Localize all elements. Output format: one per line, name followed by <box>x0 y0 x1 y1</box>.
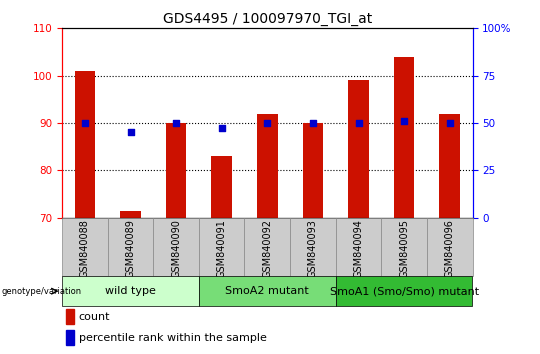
Bar <box>62 276 199 306</box>
Bar <box>394 57 414 218</box>
Point <box>126 130 135 135</box>
Text: GSM840091: GSM840091 <box>217 219 227 278</box>
Text: GSM840096: GSM840096 <box>445 219 455 278</box>
Bar <box>440 114 460 218</box>
Point <box>172 120 180 126</box>
Point <box>446 120 454 126</box>
Bar <box>302 123 323 218</box>
Point <box>218 125 226 131</box>
Text: GSM840088: GSM840088 <box>80 219 90 278</box>
Bar <box>120 211 141 218</box>
Text: wild type: wild type <box>105 286 156 296</box>
Bar <box>245 218 290 276</box>
Text: GSM840093: GSM840093 <box>308 219 318 278</box>
Text: GSM840092: GSM840092 <box>262 219 272 279</box>
Bar <box>62 218 107 276</box>
Bar <box>257 114 278 218</box>
Point <box>308 120 317 126</box>
Bar <box>75 71 95 218</box>
Bar <box>199 276 336 306</box>
Bar <box>290 218 336 276</box>
Bar <box>212 156 232 218</box>
Text: SmoA1 (Smo/Smo) mutant: SmoA1 (Smo/Smo) mutant <box>329 286 478 296</box>
Bar <box>107 218 153 276</box>
Text: SmoA2 mutant: SmoA2 mutant <box>225 286 309 296</box>
Text: GSM840089: GSM840089 <box>125 219 136 278</box>
Point <box>354 120 363 126</box>
Bar <box>153 218 199 276</box>
Text: count: count <box>78 312 110 322</box>
Bar <box>348 80 369 218</box>
Bar <box>199 218 245 276</box>
Point <box>80 120 89 126</box>
Bar <box>166 123 186 218</box>
Bar <box>336 276 472 306</box>
Point <box>400 118 408 124</box>
Bar <box>66 330 73 345</box>
Text: genotype/variation: genotype/variation <box>1 287 82 296</box>
Text: GSM840090: GSM840090 <box>171 219 181 278</box>
Bar <box>66 309 73 324</box>
Bar <box>381 218 427 276</box>
Point <box>263 120 272 126</box>
Bar <box>427 218 472 276</box>
Text: GSM840094: GSM840094 <box>354 219 363 278</box>
Text: GSM840095: GSM840095 <box>399 219 409 279</box>
Title: GDS4495 / 100097970_TGI_at: GDS4495 / 100097970_TGI_at <box>163 12 372 26</box>
Bar <box>336 218 381 276</box>
Text: percentile rank within the sample: percentile rank within the sample <box>78 333 266 343</box>
